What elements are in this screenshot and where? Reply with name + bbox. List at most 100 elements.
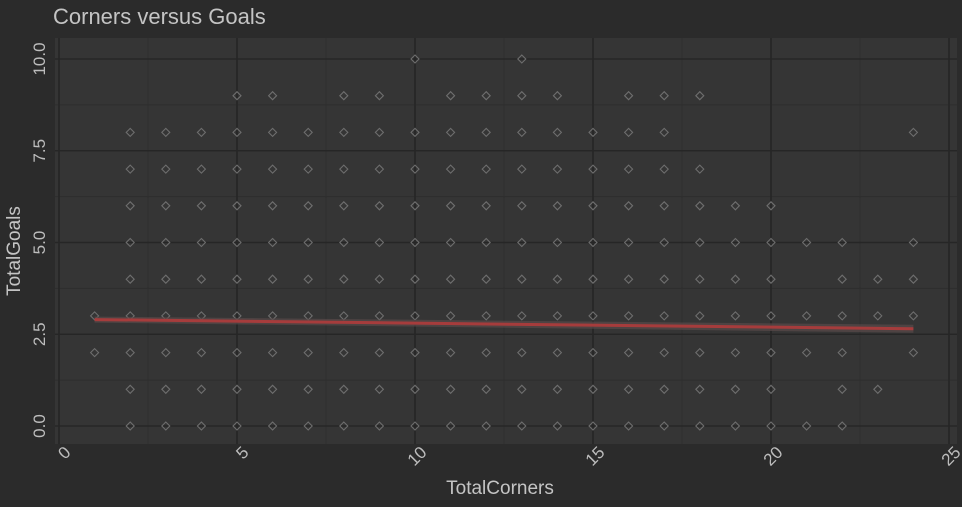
data-point	[552, 127, 563, 138]
data-point	[695, 421, 705, 431]
data-point	[517, 421, 527, 431]
data-point	[801, 421, 812, 431]
data-point	[232, 237, 242, 248]
data-point	[552, 237, 563, 248]
data-point	[374, 384, 385, 395]
data-point	[445, 127, 456, 138]
data-point	[196, 201, 207, 211]
data-point	[730, 274, 741, 284]
data-point	[196, 347, 207, 358]
data-point	[161, 347, 171, 358]
data-point	[232, 274, 242, 284]
data-point	[623, 201, 634, 211]
data-point	[125, 274, 135, 284]
data-point	[588, 311, 598, 321]
data-point	[374, 237, 385, 248]
x-tick-label: 20	[760, 443, 787, 470]
data-point	[339, 90, 349, 101]
data-point	[623, 421, 634, 431]
data-point	[232, 421, 242, 431]
data-point	[588, 384, 598, 395]
data-point	[374, 421, 385, 431]
data-point	[517, 164, 527, 174]
data-point	[659, 274, 669, 284]
data-point	[623, 164, 634, 174]
data-point	[339, 201, 349, 211]
data-point	[730, 347, 741, 358]
data-point	[481, 421, 491, 431]
data-point	[908, 274, 919, 284]
data-point	[303, 201, 313, 211]
data-point	[445, 274, 456, 284]
data-point	[410, 347, 420, 358]
data-point	[374, 164, 385, 174]
data-point	[410, 421, 420, 431]
data-point	[125, 237, 135, 248]
data-point	[873, 274, 883, 284]
data-point	[659, 164, 669, 174]
data-point	[125, 127, 135, 138]
data-point	[695, 347, 705, 358]
data-point	[481, 311, 491, 321]
y-tick-label: 7.5	[30, 139, 49, 163]
data-point	[196, 237, 207, 248]
data-point	[232, 90, 242, 101]
data-point	[730, 237, 741, 248]
data-point	[481, 127, 491, 138]
data-point	[339, 421, 349, 431]
data-point	[303, 127, 313, 138]
data-point	[552, 421, 563, 431]
data-point	[517, 347, 527, 358]
data-point	[267, 164, 278, 174]
data-point	[588, 421, 598, 431]
data-point	[267, 384, 278, 395]
data-point	[730, 384, 741, 395]
data-point	[623, 274, 634, 284]
data-point	[125, 384, 135, 395]
data-point	[267, 347, 278, 358]
data-point	[303, 384, 313, 395]
data-point	[552, 311, 563, 321]
data-point	[481, 347, 491, 358]
data-point	[552, 201, 563, 211]
data-point	[730, 421, 741, 431]
data-point	[659, 384, 669, 395]
data-point	[588, 164, 598, 174]
data-point	[125, 421, 135, 431]
data-point	[374, 201, 385, 211]
data-point	[588, 127, 598, 138]
data-point	[695, 311, 705, 321]
data-point	[837, 384, 847, 395]
data-point	[695, 237, 705, 248]
data-point	[374, 347, 385, 358]
data-point	[410, 201, 420, 211]
data-point	[623, 347, 634, 358]
data-point	[196, 164, 207, 174]
data-point	[623, 237, 634, 248]
data-point	[339, 384, 349, 395]
data-point	[267, 274, 278, 284]
data-point	[161, 274, 171, 284]
data-point	[303, 347, 313, 358]
data-point	[908, 127, 919, 138]
data-point	[374, 90, 385, 101]
data-point	[766, 421, 776, 431]
data-point	[445, 421, 456, 431]
data-point	[837, 274, 847, 284]
data-point	[659, 90, 669, 101]
data-point	[517, 90, 527, 101]
data-point	[481, 164, 491, 174]
x-tick-label: 15	[582, 443, 609, 470]
data-point	[161, 237, 171, 248]
data-point	[267, 90, 278, 101]
data-point	[410, 274, 420, 284]
data-point	[517, 384, 527, 395]
data-point	[232, 164, 242, 174]
data-point	[196, 384, 207, 395]
data-point	[517, 201, 527, 211]
data-point	[303, 237, 313, 248]
y-tick-label: 5.0	[30, 231, 49, 255]
data-point	[481, 237, 491, 248]
